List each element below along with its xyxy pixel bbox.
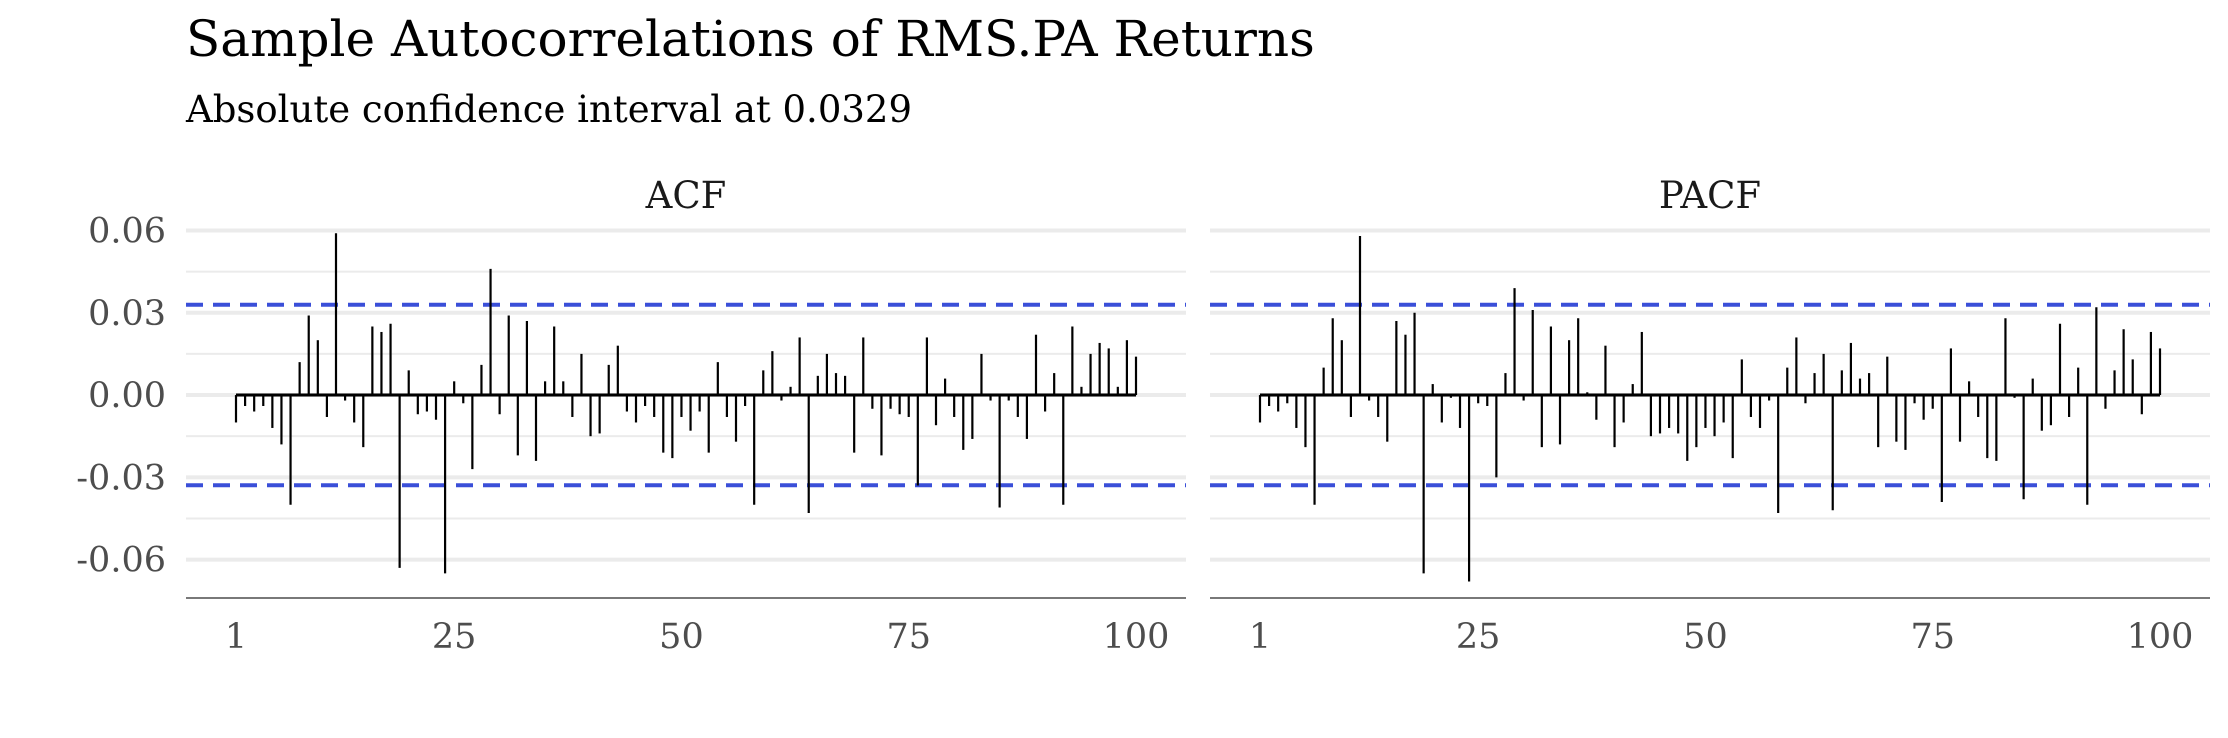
x-tick-label: 75 [886, 617, 931, 657]
x-tick-label: 100 [1103, 617, 1170, 657]
panels: ACF 1 25 50 75 100 PACF 1 25 50 75 100 [186, 174, 2210, 657]
panel-title: ACF [645, 174, 727, 217]
x-tick-label: 50 [1683, 617, 1728, 657]
x-tick-label: 1 [225, 617, 247, 657]
y-tick-label: 0.03 [88, 294, 166, 334]
panel-title: PACF [1659, 174, 1761, 217]
x-tick-label: 1 [1249, 617, 1271, 657]
panel-acf: ACF 1 25 50 75 100 [186, 174, 1186, 657]
y-tick-label: 0.06 [88, 211, 166, 251]
x-tick-label: 25 [432, 617, 477, 657]
chart-subtitle: Absolute confidence interval at 0.0329 [185, 88, 912, 131]
x-tick-label: 100 [2127, 617, 2194, 657]
panel-pacf: PACF 1 25 50 75 100 [1210, 174, 2210, 657]
chart-title: Sample Autocorrelations of RMS.PA Return… [186, 10, 1315, 68]
y-tick-label: 0.00 [88, 376, 166, 416]
x-tick-label: 50 [659, 617, 704, 657]
y-tick-label: -0.06 [76, 541, 166, 581]
x-tick-label: 75 [1910, 617, 1955, 657]
x-tick-label: 25 [1456, 617, 1501, 657]
y-axis: -0.06 -0.03 0.00 0.03 0.06 [76, 211, 166, 580]
y-tick-label: -0.03 [76, 458, 166, 498]
